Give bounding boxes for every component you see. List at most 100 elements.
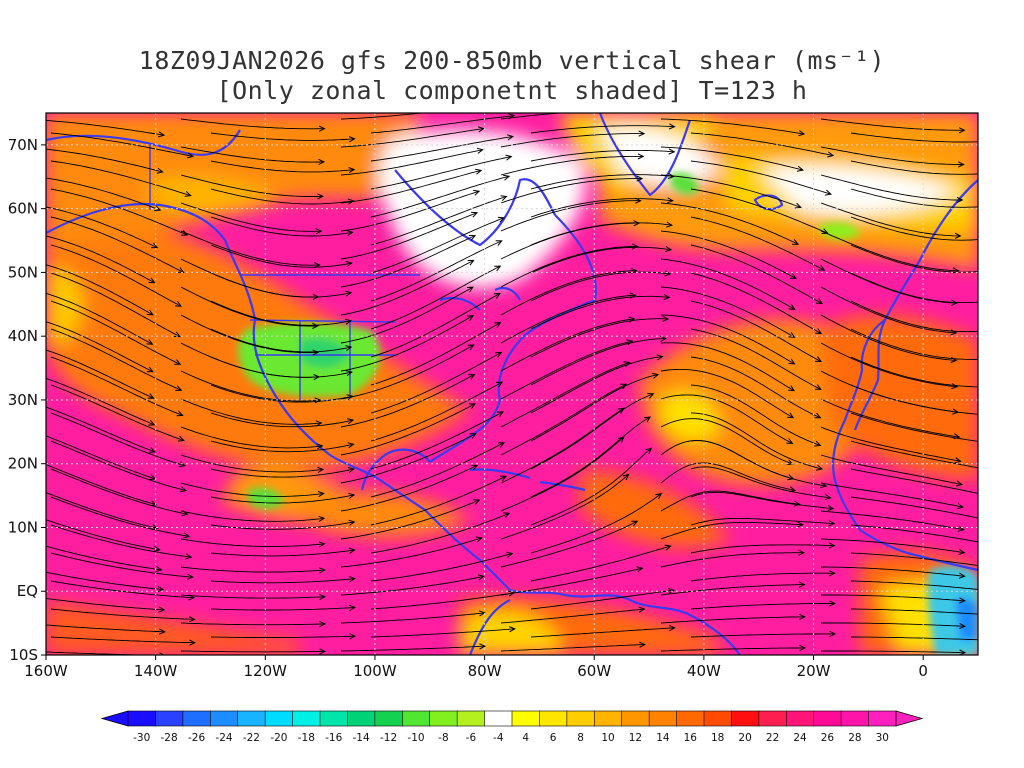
streamline-arrow [153, 545, 161, 552]
streamline [210, 384, 353, 403]
streamline [210, 160, 355, 173]
streamline [660, 552, 804, 568]
streamline [850, 524, 978, 543]
streamline-arrow [319, 648, 327, 655]
streamline-arrow [985, 356, 991, 361]
streamline [180, 230, 320, 266]
streamline [340, 537, 482, 568]
colorbar-swatch [209, 710, 239, 727]
streamline [690, 216, 825, 271]
colorbar-label: -10 [407, 732, 424, 744]
streamline-arrow [792, 239, 800, 245]
streamline-arrow [345, 345, 353, 352]
streamline [46, 492, 158, 529]
streamline [340, 235, 476, 288]
streamline-arrow [312, 349, 320, 356]
streamline [50, 328, 182, 391]
streamline [500, 133, 645, 148]
colorbar-label: 16 [684, 732, 698, 744]
streamline [850, 132, 978, 143]
streamline [180, 454, 324, 473]
lat-lon-grid [46, 113, 978, 655]
colorbar-swatch [155, 710, 184, 727]
colorbar-label: 6 [550, 732, 557, 744]
streamline [660, 440, 794, 480]
streamline-arrow [989, 588, 995, 593]
streamline [500, 436, 624, 512]
streamline-arrow [664, 270, 672, 277]
streamline [370, 293, 501, 358]
colorbar-label: -4 [493, 732, 504, 744]
streamline-arrow [620, 383, 628, 390]
streamline [850, 440, 978, 469]
streamline [850, 412, 978, 442]
streamline [370, 156, 512, 190]
streamline [50, 160, 191, 196]
streamline-arrow [798, 549, 806, 556]
streamline-arrow [506, 551, 514, 558]
streamline-arrow [349, 633, 357, 640]
colorbar-swatch [347, 710, 376, 727]
colorbar-swatch [456, 710, 486, 727]
streamline-arrow [470, 211, 479, 218]
streamline [500, 407, 625, 484]
streamline-arrow [827, 504, 835, 512]
streamline-arrow [473, 499, 481, 505]
streamline [530, 416, 651, 498]
colorbar-label: -26 [188, 732, 205, 744]
streamline [50, 636, 195, 644]
streamline [46, 349, 154, 399]
streamline-arrow [471, 464, 479, 471]
streamline [46, 597, 165, 611]
streamline [690, 272, 822, 334]
streamline-arrow [478, 610, 486, 617]
streamline-arrow [986, 236, 992, 241]
streamline-arrow [633, 220, 641, 227]
colorbar-label: -20 [270, 732, 287, 744]
colorbar-max-arrow [895, 710, 924, 727]
streamline [210, 607, 355, 611]
streamline [210, 635, 356, 638]
streamline-arrow [827, 151, 835, 158]
lat-tick-label: 40N [8, 327, 38, 345]
streamline-arrow [188, 616, 196, 623]
map-title-line-1: 18Z09JAN2026 gfs 200-850mb vertical shea… [138, 46, 886, 75]
streamline [690, 356, 821, 419]
streamline-arrow [787, 474, 795, 481]
streamline [820, 426, 961, 462]
streamline-arrow [176, 410, 184, 417]
colorbar-swatch [182, 710, 211, 727]
streamline [180, 286, 318, 327]
streamline [500, 340, 633, 400]
streamline-arrow [638, 606, 646, 613]
streamline [660, 368, 794, 419]
streamline [370, 175, 510, 218]
lon-tick-label: 100W [353, 662, 397, 680]
streamline-arrow [956, 503, 965, 510]
streamline [820, 342, 958, 388]
streamline-arrow [828, 570, 836, 577]
colorbar-swatch [127, 710, 157, 727]
streamline-arrow [655, 493, 663, 500]
streamline [46, 148, 163, 173]
streamline [210, 468, 354, 478]
streamline-arrow [346, 394, 354, 401]
streamline [660, 462, 796, 491]
streamline [530, 174, 674, 190]
streamline [370, 592, 515, 610]
streamline-arrow [798, 130, 806, 137]
streamline-arrow [159, 628, 166, 635]
streamline-arrow [788, 385, 796, 392]
colorbar-label: 20 [738, 732, 751, 744]
streamline [530, 149, 675, 162]
streamline [690, 328, 822, 390]
streamline [180, 566, 325, 573]
streamline-arrow [347, 467, 355, 473]
streamline-arrow [151, 242, 159, 249]
streamline [180, 650, 326, 653]
streamline [210, 356, 352, 378]
colorbar-min-arrow [100, 710, 129, 727]
streamline-arrow [467, 315, 475, 321]
streamline [50, 188, 188, 236]
colorbar-swatch [758, 710, 787, 727]
